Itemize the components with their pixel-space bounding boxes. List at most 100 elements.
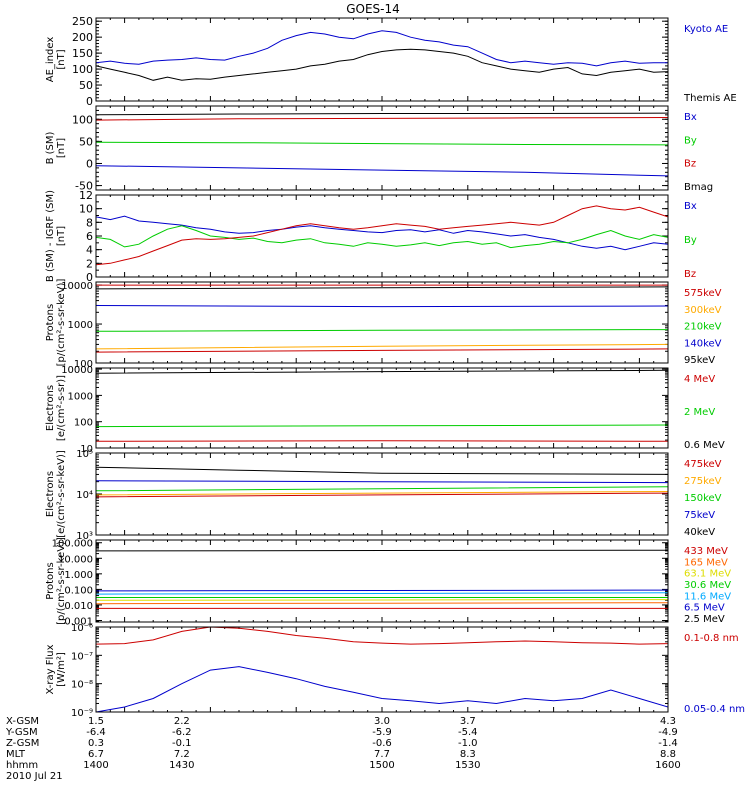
series-group: [96, 627, 668, 712]
series-line-by: [96, 141, 668, 146]
legend-entry: 0.1-0.8 nm: [684, 633, 739, 644]
y-tick-label: 10: [80, 444, 93, 455]
panel-frame: [95, 539, 669, 623]
legend-entry: 30.6 MeV: [684, 580, 731, 591]
footer-labels: X-GSM 1.5 2.2 3.0 3.7 4.3 Y-GSM -6.4 -6.2 -5.9 -5.…: [5, 716, 681, 782]
y-tick-label: 10⁻⁸: [71, 680, 93, 691]
footer-value: 7.2: [174, 749, 190, 760]
footer-value: -0.1: [172, 738, 192, 749]
series-line-bz: [96, 117, 668, 121]
legend-entry: Kyoto AE: [684, 24, 728, 35]
panel-8: 10⁻⁹ 10⁻⁸ 10⁻⁷ 10⁻⁶ X-ray Flux [W/m²] 0.1-0.8 …: [45, 623, 745, 719]
y-tick-label: 1000: [68, 320, 93, 331]
footer-value: 1430: [169, 760, 194, 771]
y-axis-label: B (SM): [45, 131, 56, 164]
series-line-63-1-mev: [96, 599, 668, 601]
y-axis-label: [W/m²]: [56, 652, 67, 687]
y-tick-label: 1.000: [64, 570, 93, 581]
y-tick-label: 50: [79, 79, 93, 92]
series-group: [96, 466, 668, 498]
series-line-275kev: [96, 491, 668, 496]
series-line-475kev: [96, 492, 668, 498]
legend-entry: 275keV: [684, 476, 722, 487]
series-group: [96, 30, 668, 81]
legend-entry: 475keV: [684, 459, 722, 470]
legend-entry: By: [684, 135, 697, 146]
legend-entry: 0.6 MeV: [684, 440, 725, 451]
y-tick-label: 0.010: [64, 601, 93, 612]
y-tick-label: -50: [75, 180, 93, 193]
footer-value: 0.3: [88, 738, 104, 749]
y-axis-label: [e/(cm²-s-sr-keV)]: [56, 450, 67, 538]
panel-5: 10 100 1000 10000 Electrons [e/(cm²-s-sr)] 4 M…: [45, 365, 725, 455]
y-tick-label: 1000: [68, 391, 93, 402]
footer-value: 3.7: [460, 716, 476, 727]
footer-value: -1.4: [658, 738, 678, 749]
y-tick-label: 250: [72, 15, 93, 28]
series-line-140kev: [96, 305, 668, 308]
footer-row-label: MLT: [6, 749, 26, 760]
legend-entry: 300keV: [684, 305, 722, 316]
legend-entry: 11.6 MeV: [684, 591, 731, 602]
legend-entry: 165 MeV: [684, 557, 728, 568]
y-tick-label: 10⁻⁹: [71, 708, 93, 719]
footer-value: 8.8: [660, 749, 676, 760]
footer-value: 2.2: [174, 716, 190, 727]
y-tick-label: 12: [79, 189, 93, 202]
series-line-bz: [96, 205, 668, 266]
y-tick-label: 100: [72, 63, 93, 76]
footer-value: -5.9: [372, 727, 392, 738]
y-axis-label: X-ray Flux: [45, 644, 56, 694]
y-tick-label: 10000: [61, 365, 93, 376]
legend-entry: 210keV: [684, 322, 722, 333]
footer-value: -1.0: [458, 738, 478, 749]
legend-entry: 40keV: [684, 527, 715, 538]
y-tick-label: 8: [86, 216, 93, 229]
y-axis-label: AE_index: [45, 37, 56, 83]
footer-value: -6.4: [86, 727, 106, 738]
series-line-300kev: [96, 343, 668, 350]
series-line-95kev: [96, 286, 668, 290]
legend-entry: 575keV: [684, 288, 722, 299]
legend-entry: Bz: [684, 159, 696, 170]
y-tick-label: 10⁻⁶: [71, 623, 93, 634]
panel-frame: [95, 194, 669, 278]
y-tick-label: 2: [86, 257, 93, 270]
panel-1: 0 50 100 150 200 250 AE_index [nT] Kyoto AE Themi…: [45, 15, 737, 108]
series-line-4-mev: [96, 440, 668, 442]
footer-value: -0.6: [372, 738, 392, 749]
footer-value: 1530: [455, 760, 480, 771]
footer-row-label: X-GSM: [6, 716, 39, 727]
series-line-kyoto-ae: [96, 30, 668, 67]
series-line-0-6-mev: [96, 369, 668, 374]
panel-4: 100 1000 10000 Protons [p/(cm²-s-sr-keV)] 575…: [45, 279, 722, 370]
legend-entry: Bz: [684, 269, 696, 280]
series-line-2-5-mev: [96, 549, 668, 552]
legend-entry: Bx: [684, 201, 697, 212]
y-tick-label: 10⁵: [76, 449, 93, 460]
legend-entry: 2 MeV: [684, 407, 715, 418]
series-line-by: [96, 225, 668, 249]
footer-value: 1400: [83, 760, 108, 771]
series-line-75kev: [96, 480, 668, 484]
footer-row-label: Y-GSM: [5, 727, 38, 738]
series-line-165-mev: [96, 602, 668, 605]
series-line-themis-ae: [96, 48, 668, 81]
footer-value: 1500: [369, 760, 394, 771]
legend-entry: 6.5 MeV: [684, 603, 725, 614]
y-tick-label: 150: [72, 47, 93, 60]
footer-value: -6.2: [172, 727, 192, 738]
panel-frame: [95, 626, 669, 713]
legend-entry: 63.1 MeV: [684, 569, 731, 580]
y-axis-label: [e/(cm²-s-sr)]: [56, 375, 67, 441]
series-line-0-1-0-8-nm: [96, 627, 668, 645]
legend-entry: 2.5 MeV: [684, 614, 725, 625]
y-axis-label: [p/(cm²-s-sr-keV)]: [56, 537, 67, 625]
footer-row-label: Z-GSM: [6, 738, 39, 749]
y-tick-label: 0: [86, 95, 93, 108]
legend-entry: Bmag: [684, 182, 713, 193]
series-group: [96, 284, 668, 353]
y-tick-label: 100: [74, 418, 93, 429]
footer-value: 3.0: [374, 716, 390, 727]
